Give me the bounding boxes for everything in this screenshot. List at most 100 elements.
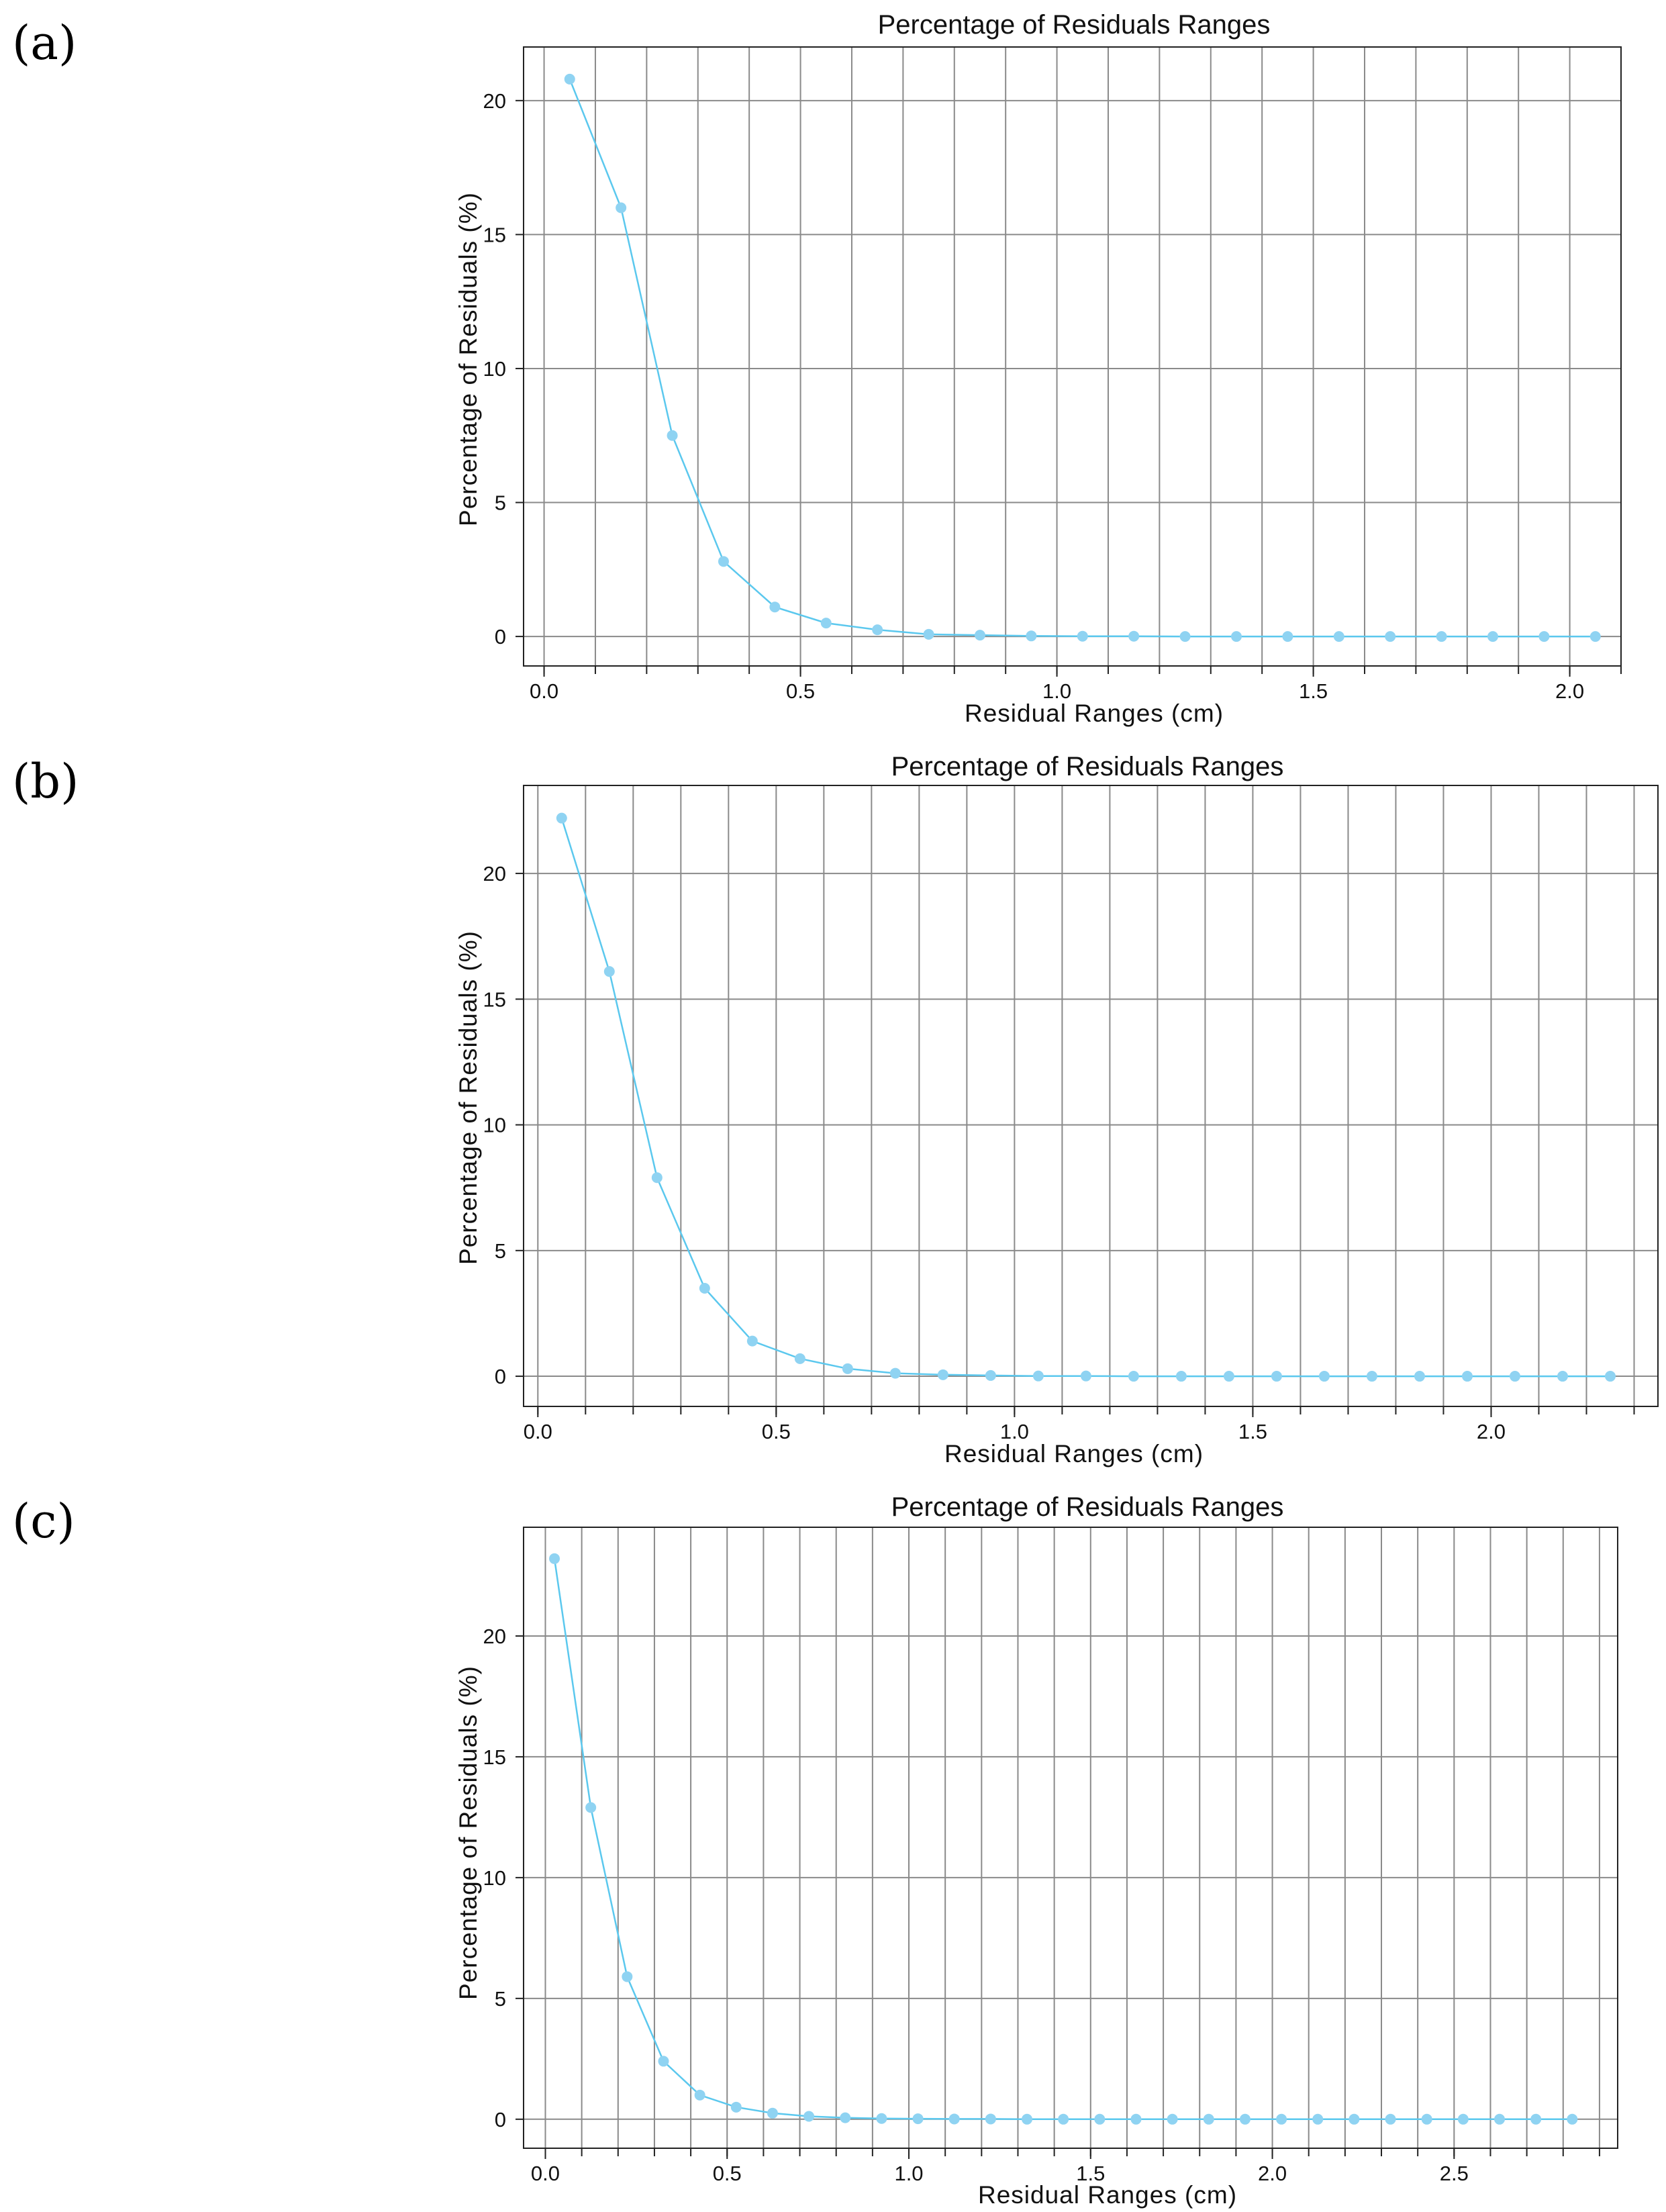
data-point-c bbox=[1312, 2113, 1324, 2125]
data-point-b bbox=[889, 1367, 901, 1379]
data-point-b bbox=[985, 1369, 996, 1381]
data-point-c bbox=[985, 2113, 996, 2125]
y-tick-label-a: 5 bbox=[495, 491, 506, 515]
y-axis-label-a: Percentage of Residuals (%) bbox=[454, 192, 482, 526]
series-line-b bbox=[560, 818, 1610, 1378]
data-point-a bbox=[564, 73, 575, 85]
data-point-a bbox=[1589, 631, 1601, 642]
y-tick-label-a: 0 bbox=[495, 625, 506, 648]
data-point-b bbox=[1175, 1371, 1187, 1382]
x-tick-label-c: 0.5 bbox=[713, 2162, 742, 2185]
panel-label-c: (c) bbox=[12, 1494, 75, 1549]
data-point-c bbox=[1421, 2113, 1432, 2125]
data-point-a bbox=[820, 618, 832, 629]
data-point-b bbox=[1604, 1371, 1616, 1382]
x-axis-label-c: Residual Ranges (cm) bbox=[978, 2181, 1237, 2209]
x-tick-label-b: 0.0 bbox=[524, 1420, 552, 1443]
plot-frame-b bbox=[523, 785, 1659, 1407]
data-point-c bbox=[876, 2113, 887, 2124]
data-point-c bbox=[840, 2112, 851, 2123]
data-point-a bbox=[1026, 630, 1037, 642]
x-tick-label-a: 1.5 bbox=[1299, 679, 1328, 703]
data-point-b bbox=[746, 1335, 758, 1347]
plot-frame-a bbox=[523, 46, 1622, 667]
data-point-c bbox=[1276, 2113, 1287, 2125]
y-tick-label-a: 15 bbox=[483, 223, 506, 246]
data-point-b bbox=[1461, 1371, 1473, 1382]
data-point-a bbox=[1282, 631, 1293, 642]
data-point-c bbox=[1349, 2113, 1360, 2125]
data-point-a bbox=[1179, 631, 1191, 642]
data-point-a bbox=[1436, 631, 1447, 642]
panel-b: (b) Percentage of Residuals Ranges Resid… bbox=[12, 752, 1659, 1468]
data-point-c bbox=[912, 2113, 924, 2125]
data-point-b bbox=[1557, 1371, 1568, 1382]
y-tick-label-b: 10 bbox=[483, 1114, 506, 1137]
data-point-a bbox=[1077, 630, 1088, 642]
panel-label-a: (a) bbox=[12, 15, 77, 70]
data-point-c bbox=[1094, 2113, 1106, 2125]
x-tick-label-a: 1.0 bbox=[1042, 679, 1071, 703]
data-point-b bbox=[1128, 1371, 1139, 1382]
panel-a: (a) Percentage of Residuals Ranges Resid… bbox=[12, 10, 1622, 727]
data-point-c bbox=[1167, 2113, 1178, 2125]
data-point-c bbox=[730, 2101, 742, 2113]
data-point-b bbox=[1271, 1371, 1282, 1382]
x-tick-label-b: 2.0 bbox=[1477, 1420, 1506, 1443]
data-point-b bbox=[1080, 1370, 1091, 1382]
data-point-a bbox=[1230, 631, 1242, 642]
data-point-c bbox=[585, 1802, 597, 1813]
data-point-c bbox=[1385, 2113, 1396, 2125]
data-point-c bbox=[767, 2107, 778, 2119]
data-point-c bbox=[1203, 2113, 1214, 2125]
data-point-a bbox=[718, 556, 729, 567]
data-point-b bbox=[1223, 1371, 1234, 1382]
x-tick-label-c: 0.0 bbox=[531, 2162, 560, 2185]
x-tick-label-c: 1.5 bbox=[1076, 2162, 1105, 2185]
x-tick-label-a: 0.0 bbox=[530, 679, 558, 703]
data-point-c bbox=[694, 2089, 705, 2101]
data-point-b bbox=[842, 1363, 853, 1374]
x-tick-label-c: 2.5 bbox=[1440, 2162, 1469, 2185]
data-point-c bbox=[1239, 2113, 1251, 2125]
x-tick-label-b: 1.0 bbox=[1000, 1420, 1029, 1443]
data-point-b bbox=[1032, 1370, 1044, 1382]
x-axis-label-a: Residual Ranges (cm) bbox=[965, 700, 1224, 727]
y-tick-label-a: 10 bbox=[483, 357, 506, 381]
data-point-c bbox=[1022, 2113, 1033, 2125]
plot-area-b: 0 5 10 15 20 0.0 0.5 1.0 1.5 2.0 bbox=[483, 785, 1659, 1443]
y-axis-label-b: Percentage of Residuals (%) bbox=[454, 930, 482, 1265]
data-point-a bbox=[1333, 631, 1344, 642]
data-point-c bbox=[1494, 2113, 1506, 2125]
data-point-a bbox=[1538, 631, 1550, 642]
data-point-b bbox=[1318, 1371, 1330, 1382]
data-point-b bbox=[794, 1353, 805, 1364]
data-point-c bbox=[1130, 2113, 1142, 2125]
data-point-c bbox=[803, 2111, 815, 2122]
data-point-a bbox=[616, 202, 627, 213]
data-point-c bbox=[948, 2113, 960, 2125]
data-point-b bbox=[1366, 1371, 1377, 1382]
panel-label-b: (b) bbox=[12, 754, 79, 809]
x-axis-label-b: Residual Ranges (cm) bbox=[944, 1440, 1204, 1468]
data-point-a bbox=[872, 624, 883, 636]
data-point-c bbox=[1530, 2113, 1542, 2125]
data-point-b bbox=[651, 1172, 663, 1184]
y-tick-label-c: 20 bbox=[483, 1625, 506, 1648]
y-tick-label-b: 20 bbox=[483, 862, 506, 885]
chart-title-c: Percentage of Residuals Ranges bbox=[891, 1492, 1284, 1522]
data-point-a bbox=[667, 430, 678, 441]
y-tick-label-c: 15 bbox=[483, 1745, 506, 1769]
data-point-a bbox=[974, 630, 985, 641]
y-tick-label-b: 15 bbox=[483, 988, 506, 1011]
data-point-c bbox=[1058, 2113, 1069, 2125]
data-point-c bbox=[1457, 2113, 1469, 2125]
chart-title-b: Percentage of Residuals Ranges bbox=[891, 752, 1284, 781]
x-tick-label-b: 1.5 bbox=[1238, 1420, 1267, 1443]
data-point-b bbox=[603, 966, 615, 977]
data-point-a bbox=[769, 602, 781, 613]
x-tick-label-c: 1.0 bbox=[894, 2162, 923, 2185]
plot-area-a: 0 5 10 15 20 0.0 0.5 1.0 1.5 2.0 bbox=[483, 46, 1622, 703]
y-tick-label-a: 20 bbox=[483, 89, 506, 113]
data-point-b bbox=[1414, 1371, 1425, 1382]
